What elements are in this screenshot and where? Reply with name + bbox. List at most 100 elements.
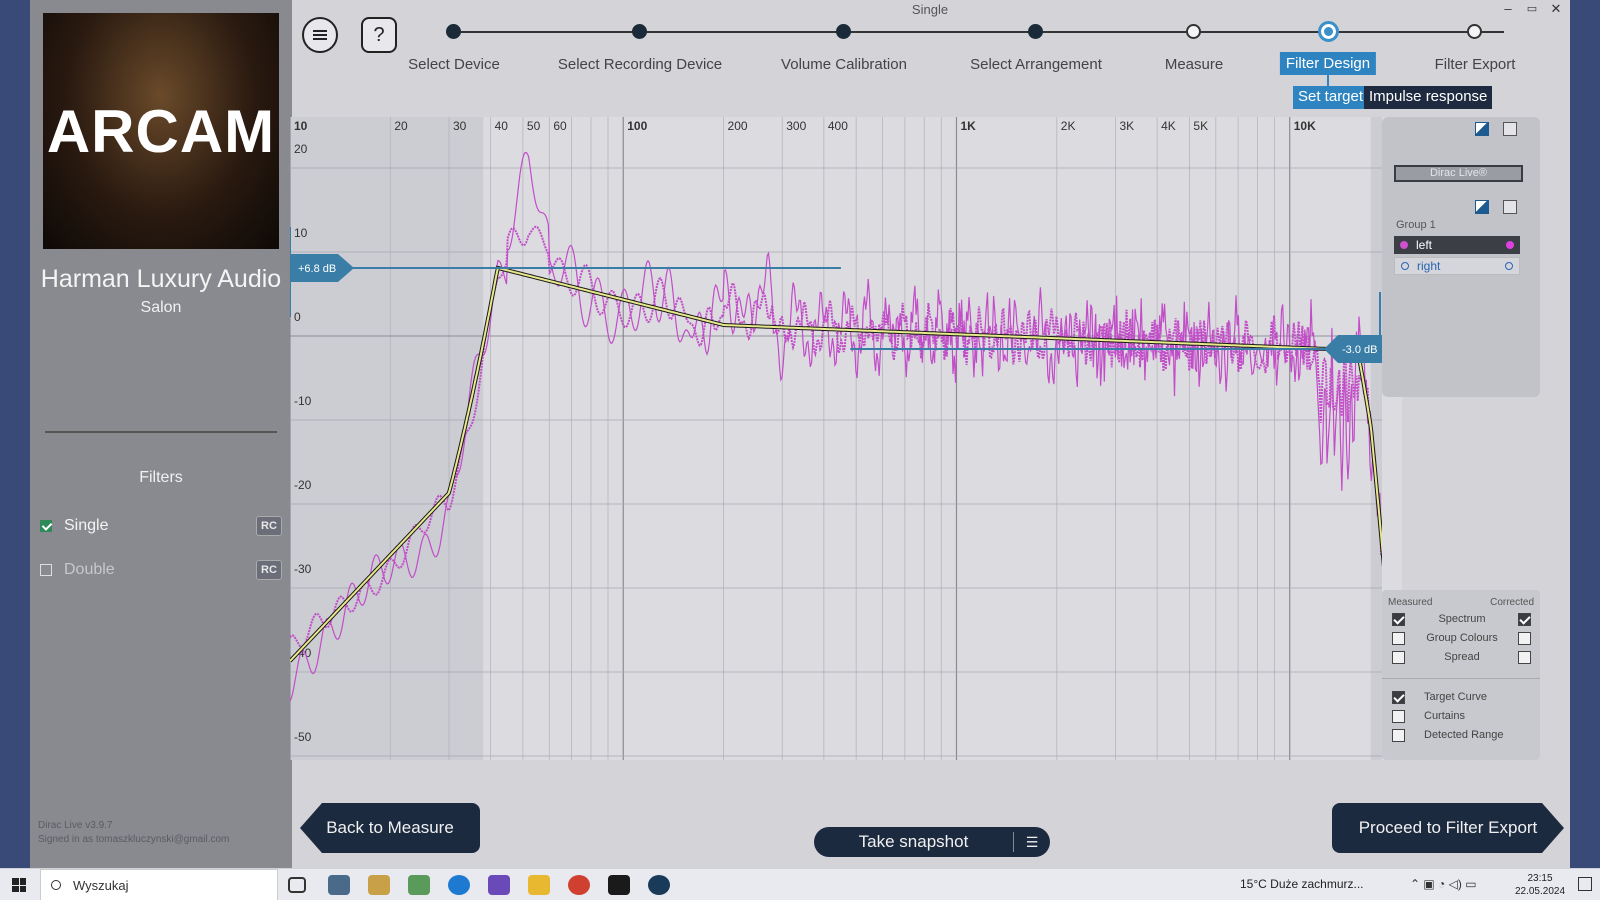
tab-impulse-response[interactable]: Impulse response	[1364, 86, 1493, 109]
paint-icon[interactable]	[368, 875, 390, 895]
legend-label-spread: Spread	[1444, 651, 1480, 663]
measured-spectrum-curve	[290, 151, 1382, 702]
taskbar-search-box[interactable]: Wyszukaj	[40, 869, 278, 900]
channel-left[interactable]: left	[1394, 236, 1520, 254]
step-select-device[interactable]: Select Device	[408, 56, 500, 73]
option-detected-range[interactable]: Detected Range	[1392, 728, 1532, 744]
help-button[interactable]: ?	[361, 17, 397, 53]
tab-set-target[interactable]: Set target	[1293, 86, 1369, 109]
group-colours-corrected-checkbox[interactable]	[1518, 632, 1531, 645]
dirac-live-taskbar-icon[interactable]	[648, 875, 670, 895]
taskbar-clock[interactable]: 23:15 22.05.2024	[1510, 872, 1570, 898]
option-target-curve[interactable]: Target Curve	[1392, 690, 1532, 706]
step-dot-filter-export[interactable]	[1467, 24, 1482, 39]
restore-button[interactable]: ▭	[1526, 3, 1538, 15]
version-label: Dirac Live v3.9.7	[38, 820, 113, 831]
y-tick-label--50: -50	[294, 730, 312, 744]
x-tick-label-5K: 5K	[1193, 119, 1208, 133]
low-shelf-label: +6.8 dB	[298, 263, 336, 275]
filter-checkbox-single[interactable]	[40, 520, 52, 532]
settings-icon[interactable]	[1503, 122, 1517, 136]
filter-row-single[interactable]: Single RC	[40, 512, 282, 540]
system-tray-icons[interactable]: ⌃ ▣ ◔ ◁) ▭	[1410, 877, 1477, 891]
snapshot-list-icon[interactable]: ☰	[1025, 833, 1039, 850]
channel-left-color-icon	[1506, 241, 1514, 249]
step-dot-filter-design[interactable]	[1318, 21, 1339, 42]
calculator-icon[interactable]	[328, 875, 350, 895]
menu-button[interactable]	[302, 17, 338, 53]
frequency-response-graph[interactable]: 20 10 0 -10 -20 -30 -40 -50 10 20 30 40 50 60 100 200 3…	[290, 117, 1402, 760]
edge-browser-icon[interactable]	[448, 875, 470, 895]
step-dot-select-device[interactable]	[446, 24, 461, 39]
curtains-checkbox[interactable]	[1392, 710, 1405, 723]
dirac-live-group[interactable]: Dirac Live®	[1394, 165, 1523, 182]
low-frequency-curtain	[290, 117, 484, 760]
group-view-toggle-icon[interactable]	[1475, 200, 1489, 214]
filter-row-double[interactable]: Double RC	[40, 556, 282, 584]
hamburger-menu-icon	[313, 30, 327, 40]
filters-title: Filters	[139, 469, 183, 486]
task-view-icon[interactable]	[288, 877, 306, 893]
chrome-browser-icon[interactable]	[568, 875, 590, 895]
minimize-button[interactable]: –	[1504, 1, 1512, 16]
filter-label-single: Single	[64, 517, 109, 534]
corrected-spectrum-curve	[290, 225, 1382, 649]
version-info: Dirac Live v3.9.7 Signed in as tomaszklu…	[38, 819, 229, 847]
spectrum-measured-checkbox[interactable]	[1392, 613, 1405, 626]
corrected-header: Corrected	[1490, 597, 1534, 608]
x-tick-label-200: 200	[728, 119, 748, 133]
rc-badge-double[interactable]: RC	[256, 560, 282, 580]
view-toggle-icon[interactable]	[1475, 122, 1489, 136]
option-curtains[interactable]: Curtains	[1392, 709, 1532, 725]
legend-row-spectrum: Spectrum	[1392, 612, 1532, 628]
y-tick-label--30: -30	[294, 562, 312, 576]
x-tick-label-50: 50	[527, 119, 541, 133]
file-explorer-icon[interactable]	[528, 875, 550, 895]
step-select-arrangement[interactable]: Select Arrangement	[970, 56, 1102, 73]
weather-widget[interactable]: 15°C Duże zachmurz...	[1240, 877, 1364, 891]
group-settings-icon[interactable]	[1503, 200, 1517, 214]
desktop-background-left	[0, 0, 30, 868]
remote-app-icon[interactable]	[608, 875, 630, 895]
notifications-icon[interactable]	[1578, 877, 1592, 891]
channel-left-dot-icon	[1400, 241, 1408, 249]
step-dot-select-recording-device[interactable]	[632, 24, 647, 39]
x-tick-label-1K: 1K	[960, 119, 976, 133]
channel-right[interactable]: right	[1394, 257, 1520, 275]
step-dot-measure[interactable]	[1186, 24, 1201, 39]
step-dot-volume-calibration[interactable]	[836, 24, 851, 39]
y-tick-label--10: -10	[294, 394, 312, 408]
search-placeholder: Wyszukaj	[73, 877, 129, 893]
x-tick-label-100: 100	[627, 119, 647, 133]
channel-right-color-icon	[1505, 262, 1513, 270]
proceed-to-filter-export-button[interactable]: Proceed to Filter Export	[1332, 803, 1564, 853]
step-select-recording-device[interactable]: Select Recording Device	[557, 56, 723, 73]
group-colours-measured-checkbox[interactable]	[1392, 632, 1405, 645]
step-measure[interactable]: Measure	[1164, 56, 1224, 73]
spectrum-corrected-checkbox[interactable]	[1518, 613, 1531, 626]
take-snapshot-button[interactable]: Take snapshot ☰	[814, 827, 1050, 857]
windows-start-icon[interactable]	[12, 878, 26, 892]
desktop-background-right	[1570, 0, 1600, 868]
network-app-icon[interactable]	[408, 875, 430, 895]
y-tick-label-20: 20	[294, 142, 308, 156]
step-volume-calibration[interactable]: Volume Calibration	[781, 56, 907, 73]
teams-icon[interactable]	[488, 875, 510, 895]
spread-measured-checkbox[interactable]	[1392, 651, 1405, 664]
x-tick-label-10: 10	[294, 119, 308, 133]
back-to-measure-button[interactable]: Back to Measure	[300, 803, 480, 853]
step-filter-design[interactable]: Filter Design	[1279, 52, 1377, 75]
target-curve	[290, 266, 1382, 662]
rc-badge-single[interactable]: RC	[256, 516, 282, 536]
step-dot-select-arrangement[interactable]	[1028, 24, 1043, 39]
close-button[interactable]: ✕	[1550, 1, 1562, 16]
spread-corrected-checkbox[interactable]	[1518, 651, 1531, 664]
target-curve-checkbox[interactable]	[1392, 691, 1405, 704]
curtains-label: Curtains	[1424, 710, 1465, 722]
y-tick-label--20: -20	[294, 478, 312, 492]
filter-checkbox-double[interactable]	[40, 564, 52, 576]
legend-label-spectrum: Spectrum	[1438, 613, 1486, 625]
detected-range-checkbox[interactable]	[1392, 729, 1405, 742]
step-filter-export[interactable]: Filter Export	[1434, 56, 1516, 73]
